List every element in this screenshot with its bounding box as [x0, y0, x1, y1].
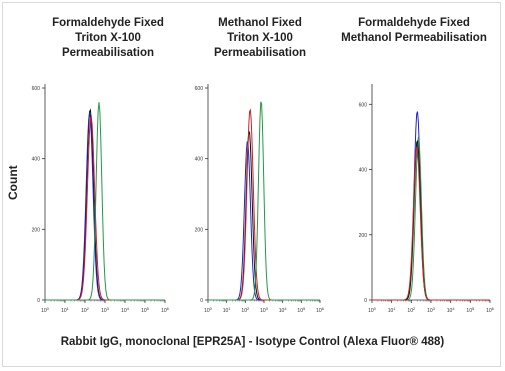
- series-green-histogram: [208, 101, 320, 301]
- x-tick-exponent: 5: [303, 306, 306, 311]
- y-tick-label: 400: [32, 157, 41, 163]
- y-tick-label: 600: [32, 86, 41, 92]
- x-tick-exponent: 1: [228, 306, 231, 311]
- panel-2-title: Methanol Fixed Triton X-100 Permeabilisa…: [180, 16, 340, 61]
- x-tick-label: 100: [41, 306, 50, 314]
- x-tick-label: 104: [121, 306, 130, 314]
- x-tick-exponent: 4: [127, 306, 130, 311]
- x-tick-exponent: 1: [67, 306, 70, 311]
- x-tick-exponent: 3: [266, 306, 269, 311]
- x-tick-label: 102: [407, 306, 416, 314]
- x-tick-exponent: 3: [433, 306, 436, 311]
- panel-1-title: Formaldehyde Fixed Triton X-100 Permeabi…: [28, 16, 188, 61]
- series-green-histogram: [372, 136, 490, 301]
- y-tick-label: 600: [195, 86, 204, 92]
- x-tick-label: 105: [466, 306, 475, 314]
- panel-3-title-line-2: Methanol Permeabilisation: [341, 32, 487, 44]
- x-tick-label: 103: [427, 306, 436, 314]
- panel-3-title-line-1: Formaldehyde Fixed: [358, 17, 470, 29]
- y-tick-label: 200: [195, 227, 204, 233]
- x-tick-exponent: 4: [284, 306, 287, 311]
- x-tick-label: 101: [61, 306, 70, 314]
- figure-caption: Rabbit IgG, monoclonal [EPR25A] - Isotyp…: [60, 336, 445, 348]
- series-blue-histogram: [208, 141, 320, 301]
- panel-1-title-line-2: Triton X-100 Permeabilisation: [61, 32, 155, 59]
- x-tick-label: 101: [388, 306, 397, 314]
- x-tick-label: 106: [316, 306, 325, 314]
- x-tick-exponent: 0: [47, 306, 50, 311]
- x-tick-exponent: 4: [452, 306, 455, 311]
- x-tick-exponent: 2: [247, 306, 250, 311]
- y-tick-label: 0: [37, 298, 40, 304]
- x-tick-exponent: 6: [322, 306, 325, 311]
- y-tick-label: 0: [364, 298, 367, 304]
- series-green-histogram: [45, 102, 165, 301]
- figure-frame: [2, 2, 501, 367]
- x-tick-label: 104: [447, 306, 456, 314]
- x-tick-label: 105: [297, 306, 306, 314]
- series-black-histogram: [208, 130, 320, 301]
- x-tick-exponent: 5: [147, 306, 150, 311]
- x-tick-label: 103: [260, 306, 269, 314]
- x-tick-label: 106: [161, 306, 170, 314]
- y-tick-label: 600: [359, 102, 368, 108]
- panel-2-title-line-2: Triton X-100 Permeabilisation: [213, 32, 307, 59]
- x-tick-label: 102: [241, 306, 250, 314]
- x-tick-exponent: 6: [167, 306, 170, 311]
- x-tick-label: 106: [486, 306, 495, 314]
- y-tick-label: 400: [195, 157, 204, 163]
- y-tick-label: 0: [200, 298, 203, 304]
- x-tick-exponent: 2: [87, 306, 90, 311]
- x-tick-exponent: 5: [472, 306, 475, 311]
- series-red-histogram: [372, 146, 490, 301]
- x-tick-exponent: 0: [210, 306, 213, 311]
- x-tick-exponent: 6: [492, 306, 495, 311]
- x-tick-label: 100: [368, 306, 377, 314]
- x-tick-exponent: 2: [413, 306, 416, 311]
- series-black-histogram: [372, 140, 490, 301]
- x-tick-label: 104: [279, 306, 288, 314]
- x-tick-label: 101: [223, 306, 232, 314]
- x-tick-exponent: 3: [107, 306, 110, 311]
- panel-1-title-line-1: Formaldehyde Fixed: [52, 17, 164, 29]
- x-tick-exponent: 0: [374, 306, 377, 311]
- y-tick-label: 200: [32, 227, 41, 233]
- x-tick-label: 103: [101, 306, 110, 314]
- panel-2-title-line-1: Methanol Fixed: [218, 17, 302, 29]
- x-tick-label: 100: [204, 306, 213, 314]
- panel-3-title: Formaldehyde Fixed Methanol Permeabilisa…: [334, 16, 494, 46]
- y-tick-label: 400: [359, 168, 368, 174]
- series-blue-histogram: [372, 111, 490, 301]
- x-tick-label: 105: [141, 306, 150, 314]
- x-tick-label: 102: [81, 306, 90, 314]
- y-tick-label: 200: [359, 233, 368, 239]
- x-tick-exponent: 1: [393, 306, 396, 311]
